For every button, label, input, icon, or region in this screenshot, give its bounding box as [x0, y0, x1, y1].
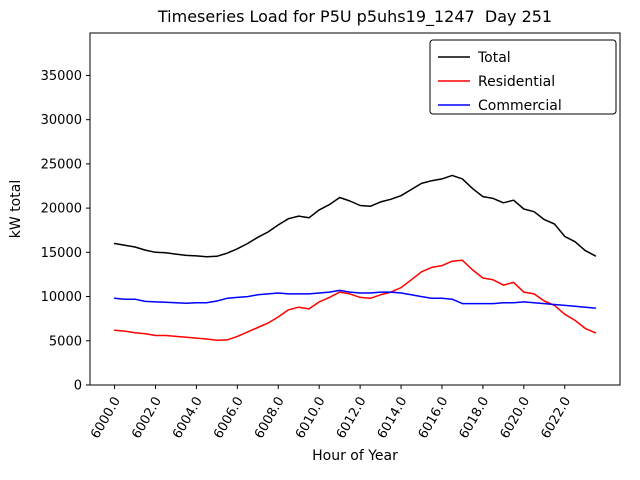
chart-title: Timeseries Load for P5U p5uhs19_1247 Day… — [157, 7, 552, 27]
x-tick-label: 6004.0 — [170, 395, 206, 442]
x-tick-label: 6012.0 — [334, 395, 370, 442]
y-tick-label: 30000 — [41, 113, 82, 128]
y-tick-label: 35000 — [41, 69, 82, 84]
y-tick-label: 0 — [74, 379, 82, 394]
x-tick-label: 6002.0 — [129, 395, 165, 442]
x-tick-label: 6010.0 — [293, 395, 329, 442]
y-axis-label: kW total — [8, 180, 24, 238]
x-tick-label: 6006.0 — [211, 395, 247, 442]
x-tick-label: 6000.0 — [88, 395, 124, 442]
y-tick-label: 10000 — [41, 290, 82, 305]
plot-area: 0 5000 10000 15000 20000 25000 30000 35000 6000.… — [41, 32, 621, 442]
legend-box — [429, 39, 617, 115]
x-tick-label: 6018.0 — [457, 395, 493, 442]
y-tick-label: 5000 — [49, 334, 82, 349]
x-tick-label: 6008.0 — [252, 395, 288, 442]
series-line-commercial — [113, 289, 597, 309]
series-line-total — [113, 174, 597, 258]
legend-label-residential: Residential — [478, 74, 555, 90]
x-tick-label: 6014.0 — [375, 395, 411, 442]
legend-label-commercial: Commercial — [478, 98, 562, 114]
series-line-residential — [113, 259, 597, 342]
x-axis-label: Hour of Year — [312, 448, 398, 464]
y-tick-label: 25000 — [41, 157, 82, 172]
x-tick-label: 6020.0 — [498, 395, 534, 442]
y-tick-label: 20000 — [41, 202, 82, 217]
x-tick-label: 6016.0 — [416, 395, 452, 442]
x-tick-label: 6022.0 — [538, 395, 574, 442]
legend-label-total: Total — [477, 50, 511, 66]
y-tick-label: 15000 — [41, 246, 82, 261]
